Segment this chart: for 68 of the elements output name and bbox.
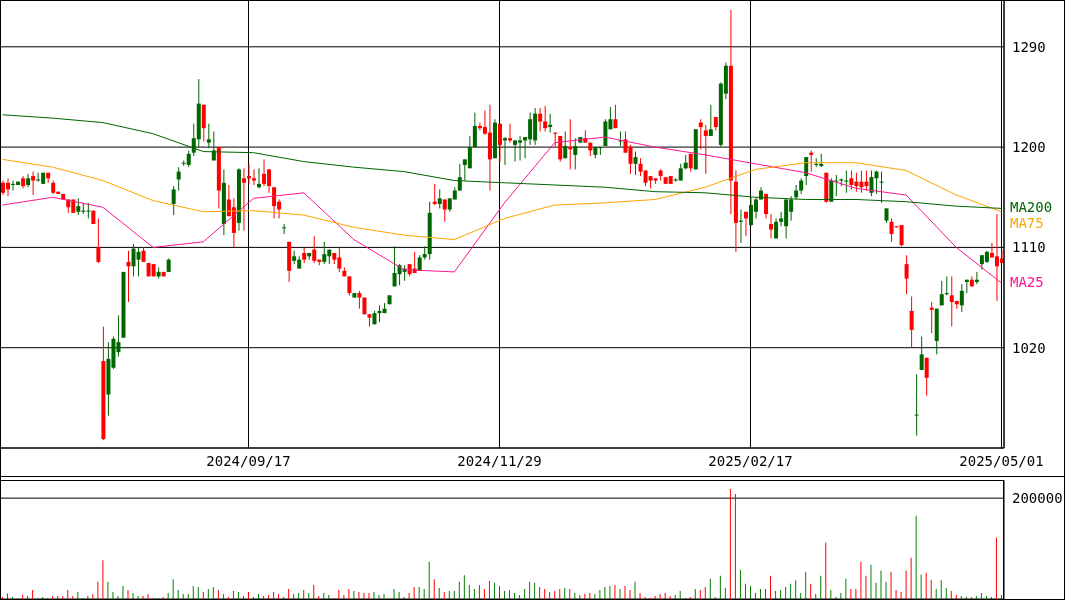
candlestick	[909, 295, 914, 349]
candlestick	[497, 123, 502, 163]
candlestick	[136, 246, 141, 277]
candlestick	[919, 336, 924, 371]
candlestick	[176, 166, 181, 192]
candlestick	[849, 170, 854, 190]
candlestick	[26, 173, 31, 188]
candlestick	[879, 171, 884, 204]
y-tick-label: 1200	[1012, 139, 1046, 156]
candlestick	[869, 170, 874, 197]
x-tick-label: 2024/11/29	[457, 452, 542, 469]
x-tick-label: 2024/09/17	[206, 452, 291, 469]
candlestick	[201, 104, 206, 143]
candlestick	[904, 254, 909, 295]
candlestick	[633, 151, 638, 176]
y-tick-label: 1020	[1012, 339, 1046, 356]
y-tick-label: 200000	[1012, 490, 1063, 507]
candlestick	[829, 177, 834, 203]
candlestick	[36, 172, 41, 183]
candlestick	[538, 107, 543, 132]
candlestick	[628, 144, 633, 175]
series-label: MA200	[1010, 199, 1053, 216]
candlestick	[543, 105, 548, 132]
candlestick	[322, 241, 327, 265]
candlestick	[703, 124, 708, 175]
y-tick-label: 1110	[1012, 239, 1046, 256]
candlestick	[738, 209, 743, 244]
candlestick	[347, 275, 352, 296]
series-label: MA25	[1010, 274, 1044, 291]
y-tick-label: 1290	[1012, 38, 1046, 55]
candlestick	[211, 131, 216, 161]
candlestick	[257, 167, 262, 189]
x-tick-label: 2025/02/17	[708, 452, 793, 469]
candlestick	[924, 357, 929, 397]
candlestick	[563, 131, 568, 159]
candlestick	[844, 170, 849, 194]
line-series	[2, 136, 1002, 284]
candlestick	[282, 223, 287, 235]
candlestick	[472, 112, 477, 148]
candlestick	[312, 235, 317, 264]
candlestick	[241, 167, 246, 232]
series-label: MA75	[1010, 215, 1044, 232]
candlestick	[11, 180, 16, 192]
candlestick	[442, 198, 447, 223]
candlestick	[96, 217, 101, 264]
line-series	[2, 158, 1002, 241]
candlestick	[623, 131, 628, 154]
candlestick	[171, 185, 176, 216]
candlestick	[31, 171, 36, 196]
candlestick	[262, 158, 267, 187]
candlestick	[708, 104, 713, 137]
candlestick	[573, 137, 578, 170]
candlestick	[437, 188, 442, 209]
candlestick	[252, 168, 256, 186]
candlestick	[467, 135, 472, 169]
candlestick	[769, 213, 774, 239]
candlestick	[914, 373, 919, 437]
candlestick	[899, 224, 904, 247]
candlestick	[457, 163, 462, 192]
candlestick	[959, 283, 964, 313]
x-tick-label: 2025/05/01	[959, 452, 1044, 469]
candlestick	[944, 275, 949, 296]
candlestick	[939, 280, 944, 306]
candlestick	[272, 186, 277, 219]
candlestick	[513, 139, 518, 163]
candlestick	[206, 123, 211, 149]
candlestick	[764, 193, 769, 219]
candlestick	[994, 213, 999, 302]
